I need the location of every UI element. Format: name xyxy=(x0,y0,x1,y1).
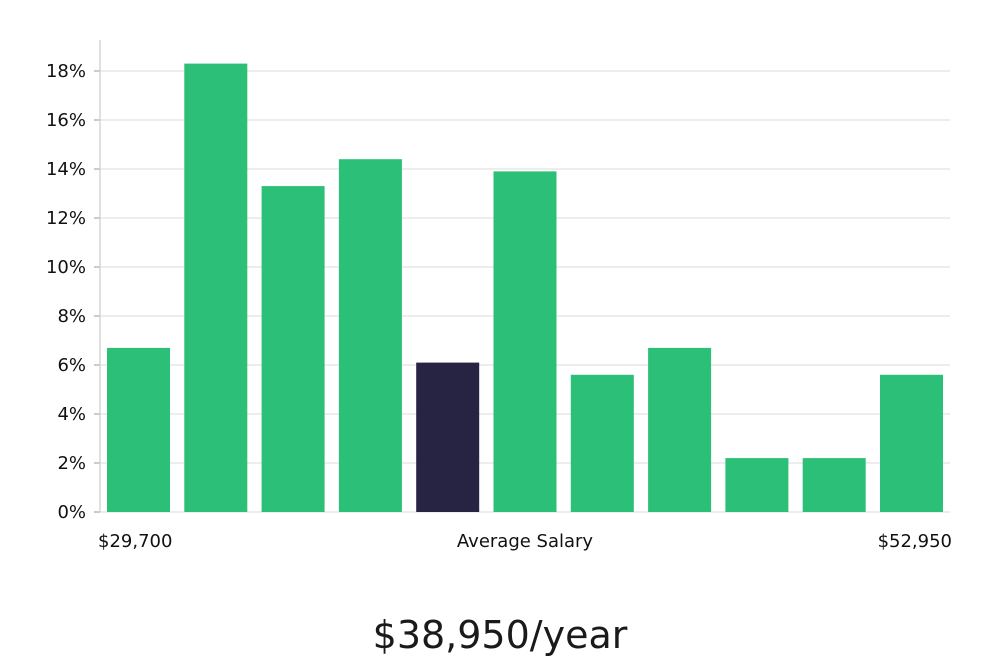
bar xyxy=(493,171,557,512)
y-tick-label: 8% xyxy=(57,306,86,327)
y-tick-label: 18% xyxy=(46,61,86,82)
bar xyxy=(880,374,943,512)
bar xyxy=(107,347,170,512)
x-min-label: $29,700 xyxy=(98,531,172,552)
bar xyxy=(338,159,402,512)
bar xyxy=(184,63,248,512)
y-tick-label: 2% xyxy=(57,453,86,474)
y-tick-labels: 0% 2% 4% 6% 8% 10% 12% 14% 16% 18% xyxy=(46,61,86,523)
bar xyxy=(802,458,866,512)
y-tick-label: 16% xyxy=(46,110,86,131)
average-salary-value: $38,950/year xyxy=(373,613,628,657)
y-tick-label: 4% xyxy=(57,404,86,425)
x-max-label: $52,950 xyxy=(878,531,952,552)
bar xyxy=(261,186,325,512)
bar xyxy=(570,374,634,512)
y-tick-label: 0% xyxy=(57,502,86,523)
y-tick-label: 12% xyxy=(46,208,86,229)
x-axis-title: Average Salary xyxy=(457,531,594,552)
bar-highlight xyxy=(416,362,480,512)
bar xyxy=(648,347,712,512)
y-tick-label: 10% xyxy=(46,257,86,278)
bar xyxy=(725,458,789,512)
y-tick-label: 14% xyxy=(46,159,86,180)
y-tick-label: 6% xyxy=(57,355,86,376)
bars xyxy=(107,63,943,512)
